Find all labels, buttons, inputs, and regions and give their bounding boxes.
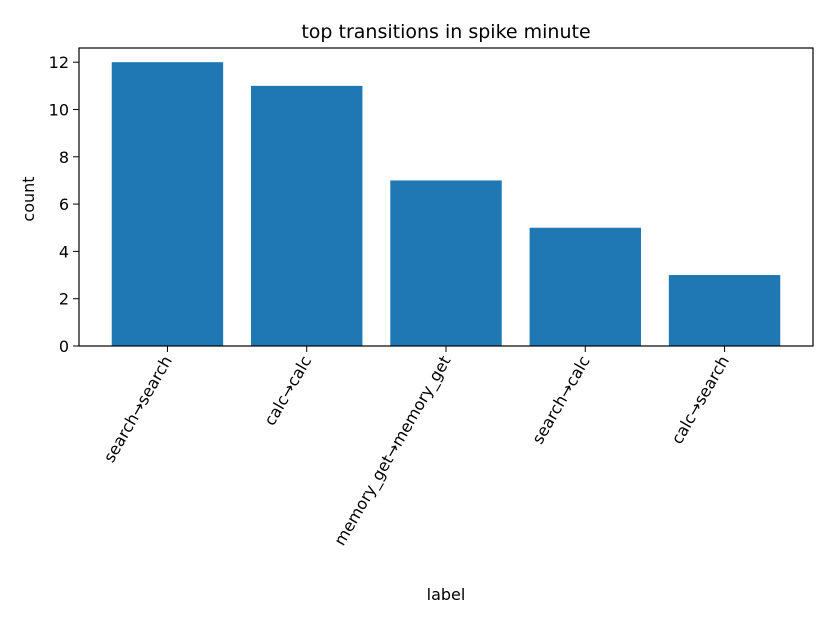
x-axis-label: label — [427, 585, 466, 604]
y-tick-label: 12 — [49, 53, 69, 72]
y-tick-label: 4 — [59, 242, 69, 261]
y-axis-ticks: 0 2 4 6 8 10 12 — [49, 53, 79, 356]
x-tick-label: calc→search — [667, 353, 733, 448]
bar — [529, 227, 641, 346]
x-tick-label: search→search — [100, 353, 176, 466]
y-tick-label: 2 — [59, 290, 69, 309]
x-tick-label: memory_get→memory_get — [330, 353, 455, 550]
x-axis-ticks: search→search calc→calc memory_get→memory_… — [100, 346, 733, 549]
bars-group — [111, 62, 781, 346]
chart-title: top transitions in spike minute — [301, 21, 590, 43]
bar — [111, 62, 224, 346]
y-tick-label: 6 — [59, 195, 69, 214]
bar — [668, 275, 781, 346]
y-tick-label: 0 — [59, 337, 69, 356]
y-tick-label: 8 — [59, 148, 69, 167]
y-tick-label: 10 — [49, 100, 69, 119]
x-tick-label: search→calc — [528, 353, 594, 448]
plot-frame — [78, 47, 814, 347]
x-tick-label: calc→calc — [260, 353, 315, 429]
bar — [251, 85, 363, 346]
bar — [390, 180, 502, 346]
y-axis-label: count — [19, 176, 38, 221]
